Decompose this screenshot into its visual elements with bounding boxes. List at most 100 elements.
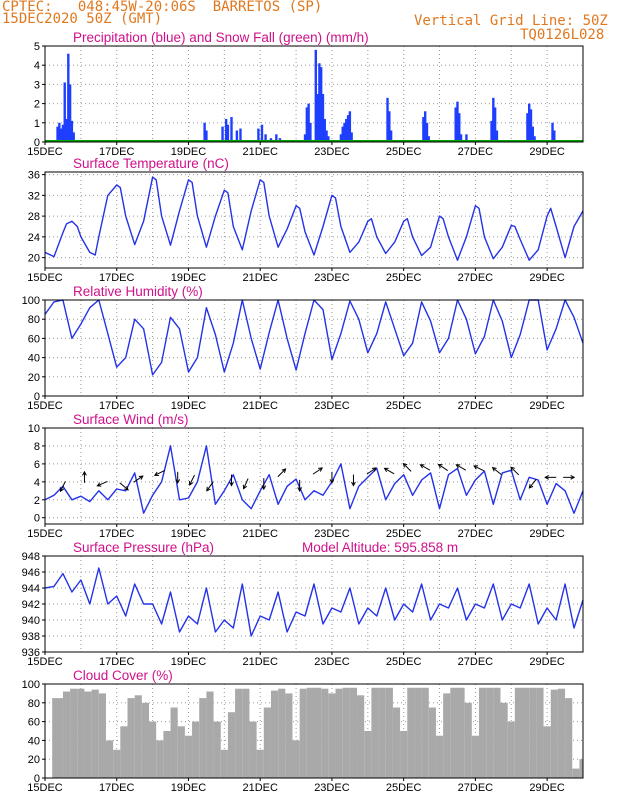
cloud-bar (120, 726, 128, 778)
precip-bar (307, 103, 310, 142)
x-tick-label: 29DEC (529, 782, 565, 794)
x-tick-label: 23DEC (314, 400, 350, 412)
wind-arrow-head (402, 462, 408, 468)
precip-bar (221, 126, 224, 142)
cloud-bar (127, 698, 135, 778)
wind-arrow-head (371, 467, 377, 472)
y-tick-label: 938 (22, 631, 40, 643)
precip-bar (386, 97, 389, 142)
y-tick-label: 3 (34, 79, 40, 91)
y-tick-label: 948 (22, 551, 40, 563)
cloud-bar (342, 687, 350, 778)
precip-bar (528, 103, 531, 142)
cloud-bar (285, 693, 293, 778)
cloud-bar (278, 688, 286, 778)
cloud-bar (227, 712, 236, 778)
precip-bar (65, 118, 68, 142)
x-tick-label: 29DEC (529, 656, 565, 668)
cloud-bar (435, 735, 444, 778)
wind-series-line (44, 445, 584, 514)
grid-line-note: Vertical Grid Line: 50Z (414, 13, 608, 29)
precip-bar (493, 107, 497, 142)
x-tick-label: 21DEC (242, 782, 278, 794)
x-tick-label: 25DEC (386, 656, 422, 668)
precip-bar (257, 128, 260, 142)
precip-bar (492, 97, 495, 142)
x-tick-label: 19DEC (171, 400, 207, 412)
cloud-bar (536, 687, 544, 778)
wind-arrow-head (138, 475, 144, 480)
plot-frame (44, 299, 584, 397)
precip-bar (454, 107, 457, 142)
x-tick-label: 19DEC (171, 782, 207, 794)
plot-frame (44, 171, 584, 269)
x-tick-label: 17DEC (99, 656, 135, 668)
precip-bar (490, 120, 493, 142)
cloud-bar (500, 702, 508, 778)
cloud-bar (192, 721, 200, 778)
model-code: TQ0126L028 (520, 27, 605, 43)
precip-bar (59, 128, 63, 142)
wind-arrow-head (528, 483, 534, 489)
wind-arrow (528, 479, 537, 489)
x-tick-label: 15DEC (27, 656, 63, 668)
x-tick-label: 23DEC (314, 272, 350, 284)
wind-arrow-head (175, 479, 181, 484)
cloud-bar (557, 688, 566, 778)
y-tick-label: 946 (22, 567, 40, 579)
model-altitude: Model Altitude: 595.858 m (302, 540, 458, 555)
wind-arrow-head (206, 486, 211, 492)
cloud-bar (62, 691, 71, 778)
cloud-bar (199, 698, 207, 778)
cloud-bar (235, 688, 243, 778)
wind-arrow-head (281, 468, 287, 473)
x-tick-label: 27DEC (458, 782, 494, 794)
y-tick-label: 32 (28, 190, 40, 202)
precip-bar (465, 134, 468, 142)
precip-bar (264, 134, 267, 142)
wind-arrow-head (455, 464, 461, 469)
x-tick-label: 21DEC (242, 400, 278, 412)
plot-frame (44, 683, 584, 779)
x-tick-label: 19DEC (171, 528, 207, 540)
wind-arrow-head (261, 485, 267, 491)
x-tick-label: 23DEC (314, 528, 350, 540)
cloud-bar (486, 687, 494, 778)
x-tick-label: 25DEC (386, 528, 422, 540)
wind-arrow (510, 466, 520, 476)
cloud-bar (579, 759, 583, 778)
precip-bar (427, 136, 430, 142)
cloud-bar (407, 687, 415, 778)
cloud-bar (134, 695, 142, 778)
x-tick-label: 27DEC (458, 146, 494, 158)
x-tick-label: 17DEC (99, 782, 135, 794)
rh-title: Relative Humidity (%) (73, 284, 203, 299)
precip-bar (70, 120, 74, 142)
y-tick-label: 20 (28, 253, 40, 265)
x-tick-label: 29DEC (529, 528, 565, 540)
wind-arrow-head (491, 466, 497, 472)
y-tick-label: 60 (28, 333, 40, 345)
precip-bar (203, 122, 206, 142)
y-tick-label: 60 (28, 717, 40, 729)
x-tick-label: 15DEC (27, 400, 63, 412)
wind-arrow-head (570, 474, 576, 480)
cloud-title: Cloud Cover (%) (73, 668, 173, 683)
wind-arrow (456, 464, 467, 471)
cloud-bar (220, 749, 228, 778)
y-tick-label: 24 (28, 232, 40, 244)
x-tick-label: 23DEC (314, 782, 350, 794)
y-tick-label: 40 (28, 353, 40, 365)
y-tick-label: 0 (34, 773, 40, 785)
wind-arrow (438, 464, 448, 471)
cloud-bar (493, 687, 501, 778)
wind-arrow-head (188, 480, 194, 486)
cloud-bar (170, 707, 178, 778)
cloud-bar (105, 740, 114, 778)
cloud-bar (91, 689, 99, 778)
precip-bar (314, 49, 317, 143)
precip-bar (339, 134, 343, 142)
cloud-bar (213, 721, 221, 778)
wind-arrow (420, 464, 431, 471)
y-tick-label: 944 (22, 583, 40, 595)
